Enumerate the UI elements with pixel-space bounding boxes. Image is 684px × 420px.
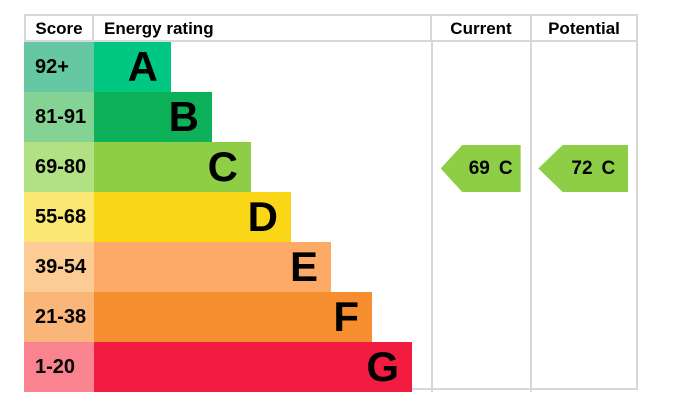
score-range-c: 69-80 — [24, 142, 94, 192]
rating-letter-c: C — [207, 143, 238, 190]
epc-rating-chart: Score Energy rating Current Potential 92… — [24, 14, 638, 392]
rating-bar-g: G — [94, 342, 412, 392]
header-row: Score Energy rating Current Potential — [24, 16, 636, 42]
rating-bar-c: C — [94, 142, 251, 192]
rating-bar-b: B — [94, 92, 212, 142]
rating-letter-g: G — [366, 343, 399, 390]
current-band-letter: C — [498, 157, 513, 179]
header-potential: Potential — [530, 16, 636, 40]
potential-score-value: 72 — [571, 157, 593, 179]
rating-bar-f: F — [94, 292, 372, 342]
header-energy-rating: Energy rating — [104, 18, 214, 38]
rating-letter-e: E — [289, 243, 318, 290]
band-row-d: 55-68 D — [24, 192, 431, 242]
bands-column: 92+ A 81-91 B 69-80 C 55-68 — [24, 42, 431, 392]
header-current: Current — [430, 16, 530, 40]
band-row-f: 21-38 F — [24, 292, 431, 342]
rating-letter-f: F — [333, 293, 359, 340]
header-score: Score — [24, 16, 94, 40]
rating-letter-b: B — [168, 93, 199, 140]
chart-body: 92+ A 81-91 B 69-80 C 55-68 — [24, 42, 636, 392]
score-range-g: 1-20 — [24, 342, 94, 392]
band-row-b: 81-91 B — [24, 92, 431, 142]
score-range-d: 55-68 — [24, 192, 94, 242]
band-row-a: 92+ A — [24, 42, 431, 92]
potential-rating-arrow: 72 C — [538, 145, 629, 192]
potential-column: 72 C — [530, 42, 636, 392]
band-row-c: 69-80 C — [24, 142, 431, 192]
rating-bar-e: E — [94, 242, 331, 292]
band-row-e: 39-54 E — [24, 242, 431, 292]
rating-bar-d: D — [94, 192, 291, 242]
score-range-a: 92+ — [24, 42, 94, 92]
current-score-value: 69 — [468, 157, 490, 179]
rating-letter-d: D — [247, 193, 278, 240]
score-range-f: 21-38 — [24, 292, 94, 342]
score-range-e: 39-54 — [24, 242, 94, 292]
potential-band-letter: C — [601, 157, 616, 179]
band-row-g: 1-20 G — [24, 342, 431, 392]
score-range-b: 81-91 — [24, 92, 94, 142]
rating-bar-a: A — [94, 42, 171, 92]
rating-letter-a: A — [127, 43, 158, 90]
current-rating-arrow: 69 C — [440, 145, 521, 192]
current-column: 69 C — [430, 42, 531, 392]
